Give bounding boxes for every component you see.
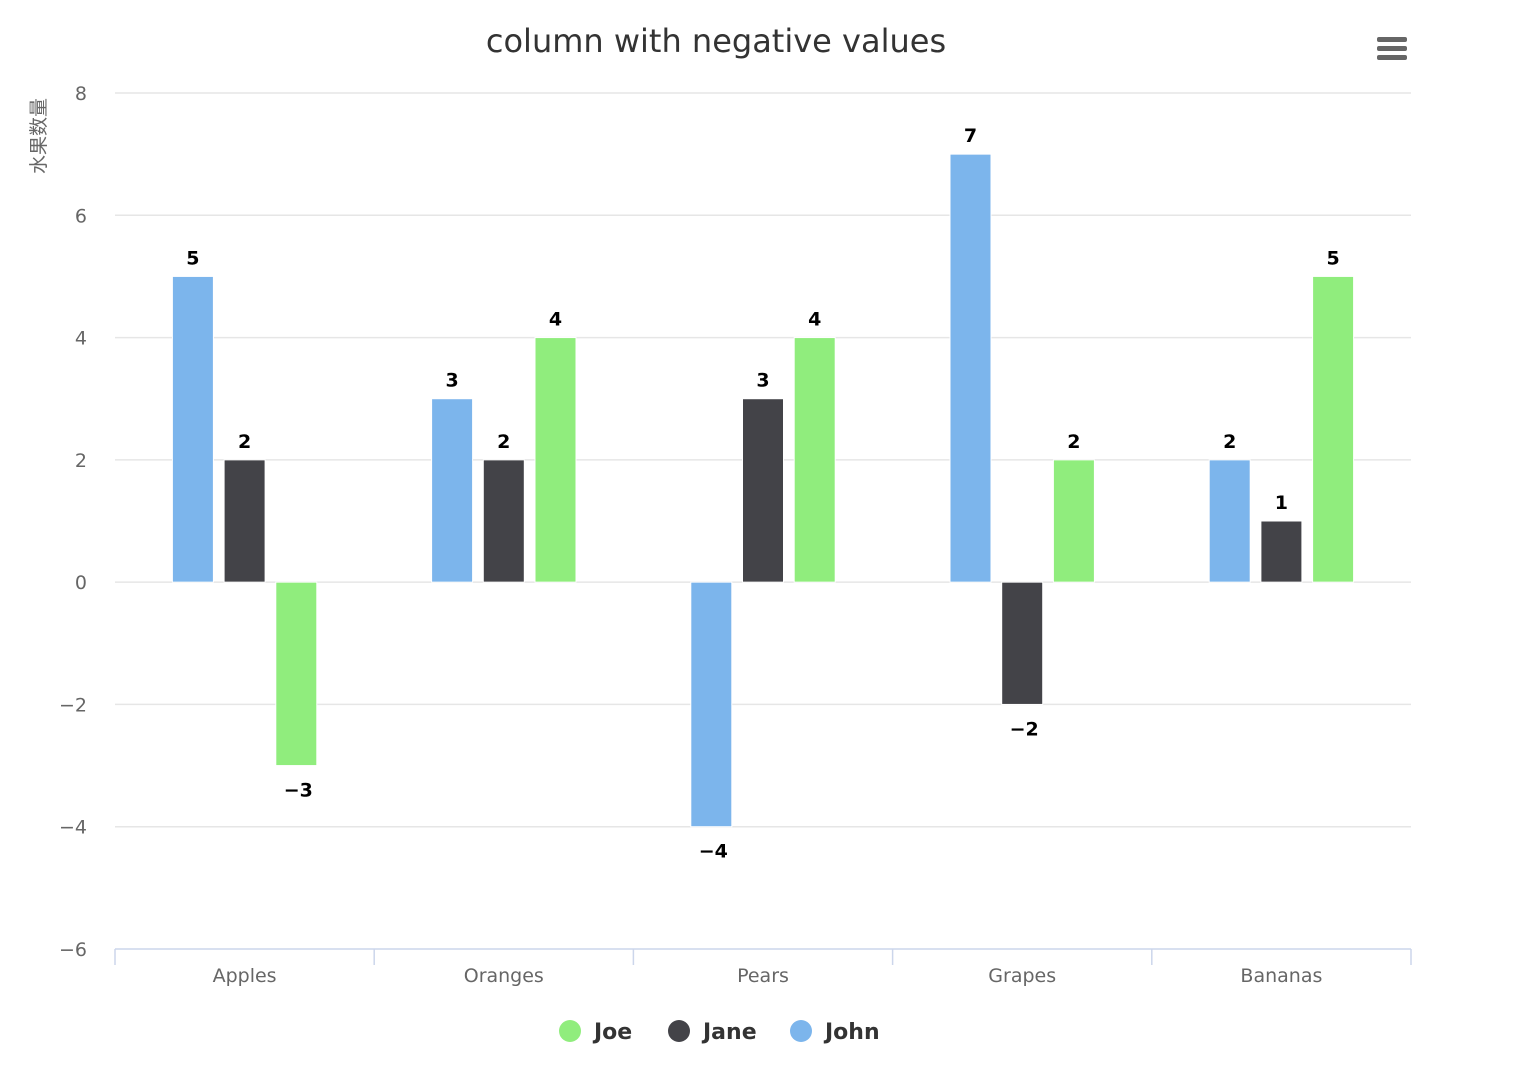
data-label: −4 [699,841,728,863]
x-tick-label: Pears [737,965,789,987]
legend-label: Jane [701,1020,757,1045]
data-label: 5 [186,247,199,269]
menu-button[interactable] [1366,26,1418,70]
legend-label: Joe [592,1020,632,1045]
data-label: 2 [1067,431,1080,453]
bar-john[interactable] [690,581,733,828]
data-label: 1 [1275,492,1288,514]
x-tick-label: Bananas [1240,965,1322,987]
legend-item-jane[interactable]: Jane [668,1020,757,1045]
y-tick-label: 6 [75,205,87,227]
data-label: 4 [549,309,562,331]
bar-joe[interactable] [793,337,836,583]
y-tick-label: 2 [75,450,87,472]
data-label: 4 [808,309,821,331]
legend-marker [559,1020,581,1042]
hamburger-menu-icon [1377,37,1407,60]
bar-jane[interactable] [1001,581,1044,705]
bar-john[interactable] [1208,459,1251,583]
x-tick-label: Oranges [464,965,544,987]
y-tick-label: −6 [59,939,87,961]
bar-john[interactable] [431,398,474,583]
y-tick-label: 4 [75,328,87,350]
bar-john[interactable] [949,153,992,583]
legend: Joe Jane John [559,1020,880,1045]
bar-jane[interactable] [223,459,266,583]
axis-layer: 8 6 4 2 0 −2 −4 −6 Apples Oranges Pears Grapes Banan… [59,83,1412,987]
data-label: 3 [756,370,769,392]
label-layer: 5 3 −4 7 2 2 2 3 −2 1 −3 4 4 2 5 [184,123,1341,865]
x-tick-label: Apples [213,965,277,987]
data-label: 2 [238,431,251,453]
legend-item-joe[interactable]: Joe [559,1020,632,1045]
data-label: −3 [284,780,313,802]
legend-marker [790,1020,812,1042]
legend-label: John [823,1020,880,1045]
bar-joe[interactable] [275,581,318,767]
chart-title: column with negative values [486,22,946,60]
y-tick-label: −2 [59,694,87,716]
data-label: 3 [445,370,458,392]
legend-marker [668,1020,690,1042]
y-tick-label: 8 [75,83,87,105]
bar-joe[interactable] [1052,459,1095,583]
data-label: −2 [1010,718,1039,740]
y-tick-label: 0 [75,572,87,594]
bar-john[interactable] [171,275,214,583]
bar-jane[interactable] [1260,520,1303,583]
data-label: 7 [964,125,977,147]
data-label: 2 [497,431,510,453]
bar-jane[interactable] [482,459,525,583]
bar-joe[interactable] [534,337,577,583]
bar-joe[interactable] [1312,275,1355,583]
bar-jane[interactable] [742,398,784,583]
y-tick-label: −4 [59,817,87,839]
y-axis-title: 水果数量 [28,98,50,174]
bar-layer [171,153,1355,828]
legend-item-john[interactable]: John [790,1020,880,1045]
x-tick-label: Grapes [988,965,1056,987]
data-label: 2 [1223,431,1236,453]
data-label: 5 [1326,247,1339,269]
